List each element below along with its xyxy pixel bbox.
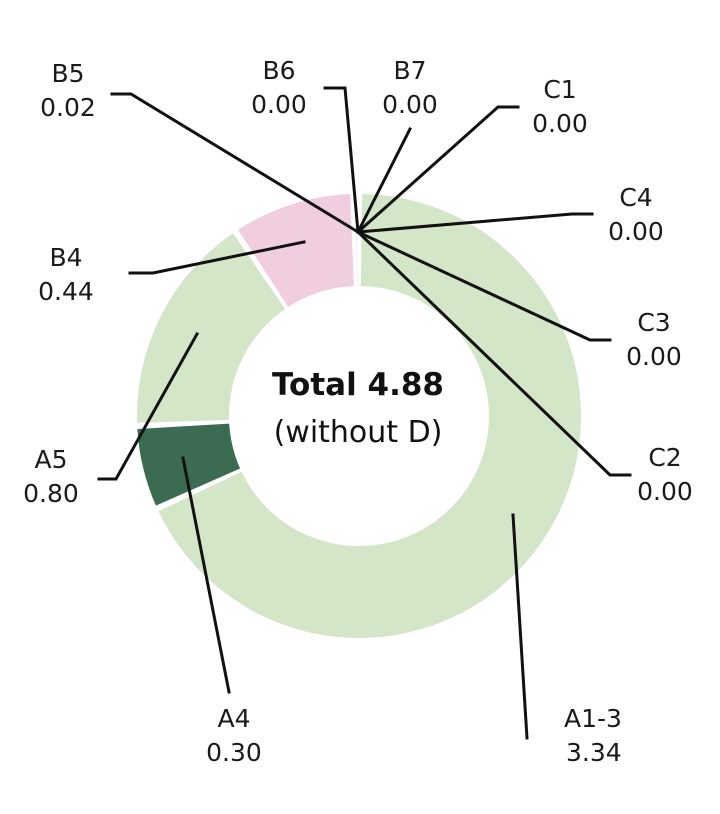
leader-line-a4 bbox=[181, 456, 231, 694]
leader-line-b6 bbox=[323, 86, 360, 234]
leader-line-b7 bbox=[355, 126, 413, 235]
label-b7: B7 bbox=[393, 56, 426, 85]
slice-a4 bbox=[137, 423, 241, 506]
leader-line-c1 bbox=[355, 105, 520, 235]
value-a5: 0.80 bbox=[23, 479, 79, 508]
leader-line-a5 bbox=[97, 331, 200, 481]
label-a1-3: A1-3 bbox=[564, 704, 622, 733]
label-c3: C3 bbox=[637, 308, 670, 337]
slice-a1-3 bbox=[158, 194, 581, 638]
label-c2: C2 bbox=[648, 443, 681, 472]
center-subtitle: (without D) bbox=[274, 415, 443, 450]
value-c1: 0.00 bbox=[532, 109, 588, 138]
slice-b4 bbox=[238, 194, 354, 307]
label-b5: B5 bbox=[51, 59, 84, 88]
leader-lines bbox=[97, 86, 632, 740]
leader-line-c3 bbox=[356, 230, 612, 342]
value-b7: 0.00 bbox=[382, 90, 438, 119]
value-a1-3: 3.34 bbox=[566, 738, 622, 767]
value-a4: 0.30 bbox=[206, 738, 262, 767]
value-b4: 0.44 bbox=[38, 277, 94, 306]
label-c4: C4 bbox=[619, 183, 652, 212]
label-b6: B6 bbox=[262, 56, 295, 85]
label-a5: A5 bbox=[34, 445, 67, 474]
value-c2: 0.00 bbox=[637, 477, 693, 506]
leader-line-b4 bbox=[128, 240, 306, 275]
leader-line-a1-3 bbox=[511, 513, 529, 740]
label-b4: B4 bbox=[49, 243, 82, 272]
label-c1: C1 bbox=[543, 75, 576, 104]
value-c3: 0.00 bbox=[626, 342, 682, 371]
center-title: Total 4.88 bbox=[272, 367, 444, 403]
leader-line-c2 bbox=[355, 229, 632, 477]
value-b6: 0.00 bbox=[251, 90, 307, 119]
label-a4: A4 bbox=[217, 704, 250, 733]
leader-line-c4 bbox=[356, 212, 594, 234]
leader-line-b5 bbox=[110, 92, 361, 235]
value-c4: 0.00 bbox=[608, 217, 664, 246]
value-b5: 0.02 bbox=[40, 93, 96, 122]
slice-labels: A1-3 3.34 A4 0.30 A5 0.80 B4 0.44 B5 0.02 B6 0.00 B7… bbox=[23, 56, 693, 767]
